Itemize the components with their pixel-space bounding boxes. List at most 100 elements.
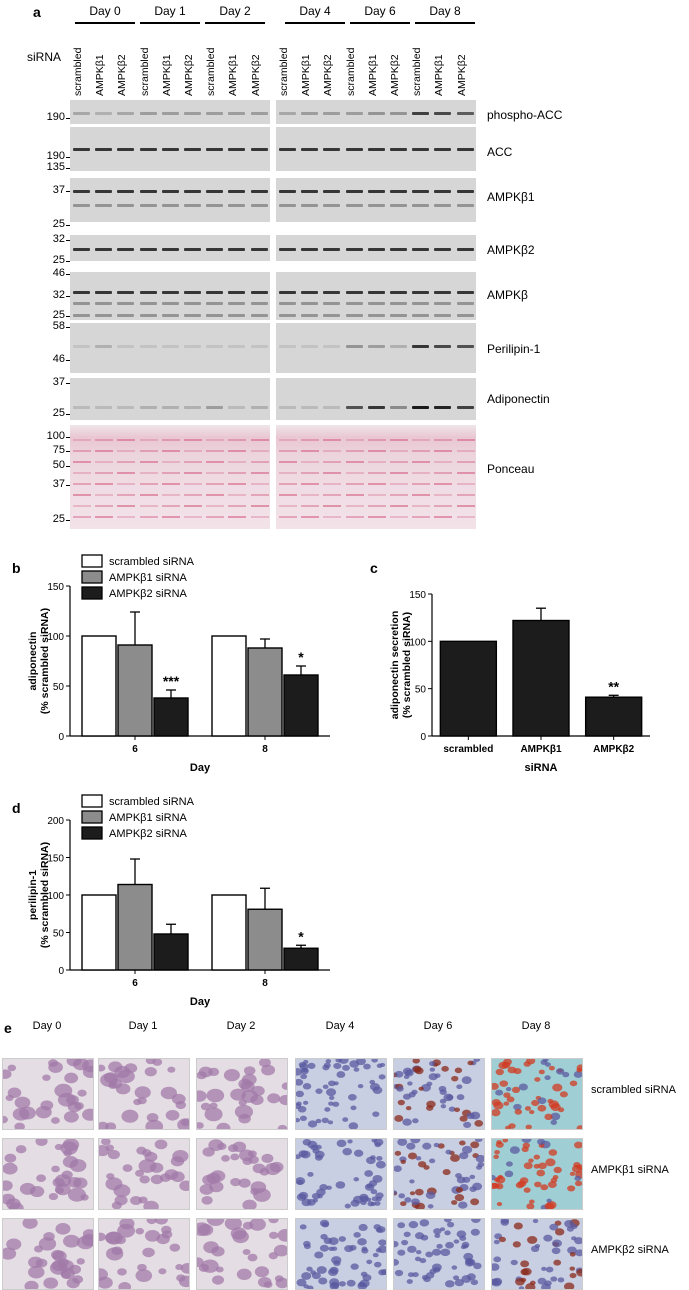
- cell: [350, 1199, 360, 1207]
- cell: [492, 1082, 499, 1090]
- bar: [211, 894, 247, 971]
- blot-band: [323, 345, 341, 348]
- cell: [209, 1102, 218, 1109]
- cell: [463, 1252, 474, 1261]
- cell: [569, 1272, 577, 1279]
- cell: [66, 1059, 82, 1067]
- cell: [574, 1237, 582, 1245]
- cell: [49, 1261, 68, 1275]
- ponceau-band: [301, 516, 320, 518]
- blot-band: [323, 111, 341, 115]
- mw-tick: [66, 274, 70, 275]
- blot-band: [301, 345, 319, 348]
- ponceau-band: [139, 461, 158, 463]
- blot-band: [279, 313, 296, 317]
- blot-band: [117, 147, 135, 151]
- cell: [433, 1228, 442, 1235]
- blot-band: [250, 111, 268, 115]
- y-tick-label: 150: [47, 582, 64, 593]
- ponceau-band: [301, 439, 320, 441]
- blot-band: [250, 147, 268, 151]
- cell: [496, 1201, 503, 1207]
- cell: [236, 1268, 252, 1281]
- blot-band: [456, 111, 474, 115]
- cell: [230, 1227, 247, 1240]
- cell: [175, 1264, 184, 1271]
- cell: [315, 1118, 322, 1124]
- cell: [492, 1174, 496, 1181]
- cell: [208, 1139, 224, 1151]
- cell: [301, 1198, 312, 1207]
- cell: [402, 1118, 412, 1126]
- mw-tick: [66, 327, 70, 328]
- cell: [298, 1191, 309, 1200]
- cell: [6, 1238, 22, 1251]
- blot-band: [95, 189, 113, 193]
- mw-marker: 25: [52, 407, 65, 419]
- ponceau-band: [139, 516, 158, 518]
- x-axis-label: Day: [190, 762, 211, 774]
- micrograph-row-label: AMPKβ1 siRNA: [591, 1164, 669, 1176]
- blot-band: [434, 301, 452, 305]
- lane-label: AMPKβ1: [433, 54, 446, 96]
- cell: [451, 1200, 458, 1205]
- cell: [506, 1096, 515, 1103]
- cell: [569, 1080, 578, 1087]
- blot-strip: [70, 100, 270, 124]
- cell: [547, 1098, 554, 1104]
- cell: [444, 1230, 451, 1236]
- cell: [344, 1203, 351, 1209]
- cell: [545, 1266, 554, 1273]
- blot-band: [301, 147, 319, 151]
- cell: [397, 1249, 406, 1256]
- cell: [142, 1247, 155, 1258]
- blot-band: [206, 189, 224, 193]
- cell: [519, 1177, 529, 1184]
- adiponectin-bar-chart: 0 50 100 150 adiponectin (% scrambled siRNA) *…: [27, 554, 330, 774]
- cell: [376, 1063, 383, 1068]
- cell: [495, 1141, 504, 1148]
- panel-b-letter: b: [12, 560, 21, 576]
- ponceau-band: [184, 505, 202, 507]
- cell: [554, 1228, 565, 1236]
- cell: [552, 1083, 563, 1092]
- cell: [365, 1197, 372, 1202]
- cell: [363, 1063, 371, 1070]
- ponceau-band: [345, 472, 364, 474]
- blot-band: [301, 247, 319, 251]
- cell: [441, 1065, 449, 1072]
- blot-band: [323, 291, 341, 295]
- cell: [409, 1179, 415, 1184]
- cell: [548, 1065, 555, 1071]
- mw-tick: [66, 451, 70, 452]
- cell: [425, 1251, 434, 1258]
- western-blot-panel: Day 0 Day 1 Day 2 Day 4 Day 6 Day 8 siRNA scram…: [0, 0, 689, 535]
- cell: [325, 1088, 337, 1097]
- ponceau-band: [323, 505, 342, 507]
- cell: [573, 1161, 581, 1168]
- cell: [439, 1098, 447, 1104]
- cell: [223, 1068, 240, 1082]
- ponceau-band: [117, 505, 136, 507]
- blot-strip: [70, 323, 270, 373]
- blot-band: [390, 111, 407, 115]
- cell: [331, 1246, 338, 1251]
- cell: [358, 1223, 368, 1231]
- cell: [311, 1272, 321, 1280]
- blot-band: [250, 313, 268, 317]
- cell: [423, 1165, 430, 1170]
- ponceau-band: [301, 505, 320, 507]
- ponceau-band: [390, 494, 408, 496]
- cell: [331, 1256, 342, 1265]
- micrograph-image: [2, 1058, 94, 1130]
- cell: [35, 1139, 48, 1146]
- ponceau-band: [345, 483, 364, 485]
- cell: [197, 1224, 214, 1236]
- cell: [375, 1160, 386, 1169]
- cell: [415, 1250, 422, 1255]
- cell: [3, 1115, 8, 1124]
- cell: [547, 1181, 557, 1188]
- cell: [470, 1141, 480, 1149]
- cell: [175, 1100, 187, 1110]
- blot-band: [73, 203, 90, 207]
